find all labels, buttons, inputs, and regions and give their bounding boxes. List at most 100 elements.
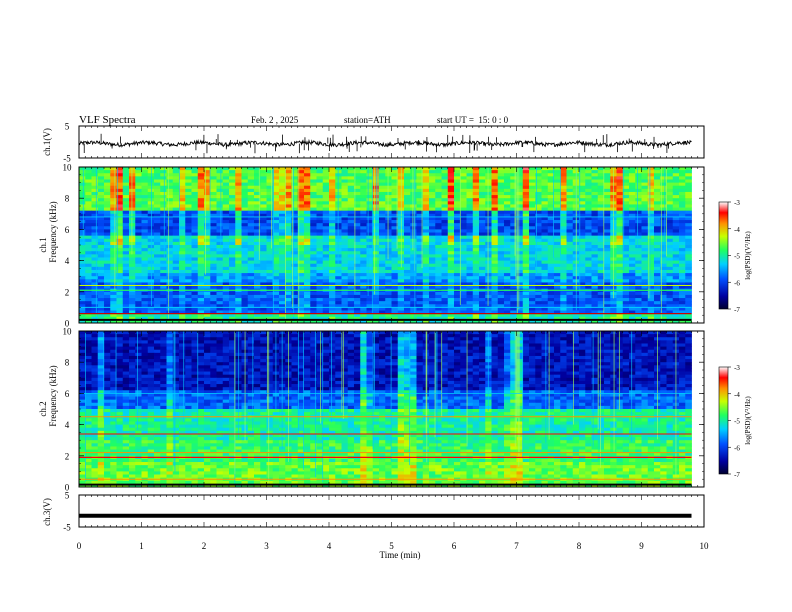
spec1-cell (110, 173, 117, 177)
spec1-cell (272, 226, 280, 230)
spec1-cell (497, 248, 505, 252)
spec1-cell (247, 176, 255, 180)
spec1-cell (122, 173, 130, 177)
spec1-cell (185, 204, 192, 208)
spec1-cell (310, 238, 317, 243)
spec1-cell (341, 279, 349, 283)
spec1-cell (472, 319, 480, 324)
spec1-cell (429, 294, 436, 299)
spec1-cell (435, 263, 442, 268)
spec1-cell (85, 279, 92, 283)
spec1-cell (222, 245, 230, 249)
spec1-cell (447, 310, 455, 315)
spec1-cell (241, 176, 249, 180)
spec1-cell (241, 304, 249, 308)
spec1-cell (229, 254, 236, 258)
spec1-cell (379, 220, 386, 224)
spec1-cell (197, 198, 205, 202)
spec1-cell (391, 269, 399, 274)
spec1-cell (391, 276, 399, 280)
spec1-cell (329, 216, 336, 221)
spec1-cell (85, 301, 92, 305)
spec1-cell (335, 313, 342, 318)
spec1-cell (354, 191, 361, 196)
spec1-cell (516, 191, 524, 196)
spec1-cell (79, 176, 86, 180)
spec1-cell (379, 235, 386, 240)
spec1-cell (416, 235, 424, 240)
spec1-cell (116, 301, 124, 305)
spec1-cell (510, 254, 517, 258)
spec1-cell (447, 273, 455, 277)
spec1-cell (354, 167, 361, 171)
spec1-cell (172, 226, 180, 230)
spec1-cell (429, 191, 436, 196)
spec1-cell (591, 207, 599, 212)
spec1-cell (522, 220, 530, 224)
spec1-cell (97, 310, 105, 315)
spec1-cell (222, 319, 230, 324)
spec1-cell (604, 298, 611, 302)
spec1-cell (372, 251, 380, 255)
spec1-cell (516, 204, 524, 208)
spec1-cell (272, 238, 280, 243)
spec1-cell (260, 294, 267, 299)
spec1-cell (516, 310, 524, 315)
spec1-cell (616, 235, 624, 240)
spec1-cell (347, 201, 355, 205)
spec1-cell (297, 223, 305, 227)
spec1-cell (547, 204, 555, 208)
spec1-cell (585, 182, 592, 187)
spec1-cell (235, 263, 242, 268)
spec1-cell (629, 204, 636, 208)
spec1-cell (297, 232, 305, 237)
spec1-cell (272, 182, 280, 187)
spec1-cell (260, 241, 267, 246)
spec1-cell (597, 257, 605, 261)
spec1-cell (247, 201, 255, 205)
spec1-cell (316, 188, 324, 193)
spec1-cell (647, 260, 655, 265)
spec1-cell (154, 254, 161, 258)
spec1-cell (297, 235, 305, 240)
spec1-cell (297, 269, 305, 274)
spec1-cell (566, 229, 574, 233)
spec1-cell (154, 204, 161, 208)
spec1-cell (91, 235, 99, 240)
spec1-cell (629, 191, 636, 196)
spec1-cell (310, 170, 317, 174)
spec1-cell (172, 263, 180, 268)
spec1-cell (266, 216, 274, 221)
spec1-cell (416, 282, 424, 286)
spec1-cell (516, 248, 524, 252)
spec1-cell (204, 285, 211, 290)
spec1-cell (322, 257, 330, 261)
spec1-cell (204, 279, 211, 283)
spec1-cell (422, 185, 430, 190)
spec1-cell (322, 266, 330, 271)
spec1-cell (310, 282, 317, 286)
spec1-cell (479, 313, 486, 318)
spec1-cell (660, 191, 667, 196)
spec1-cell (297, 307, 305, 311)
spec1-cell (266, 229, 274, 233)
spec1-cell (291, 195, 299, 199)
spec1-cell (454, 282, 461, 286)
spec1-cell (310, 248, 317, 252)
spec1-cell (604, 269, 611, 274)
spec1-cell (597, 213, 605, 218)
spec1-cell (341, 213, 349, 218)
spec1-cell (122, 216, 130, 221)
spec1-cell (597, 245, 605, 249)
spec1-cell (279, 235, 286, 240)
spec1-cell (491, 232, 499, 237)
spec1-cell (404, 291, 411, 296)
spec1-cell (641, 229, 649, 233)
spec1-cell (122, 210, 130, 215)
spec1-cell (222, 266, 230, 271)
spec1-cell (522, 223, 530, 227)
spec1-cell (322, 285, 330, 290)
spec1-cell (322, 241, 330, 246)
spec1-cell (585, 216, 592, 221)
spec1-cell (541, 307, 549, 311)
